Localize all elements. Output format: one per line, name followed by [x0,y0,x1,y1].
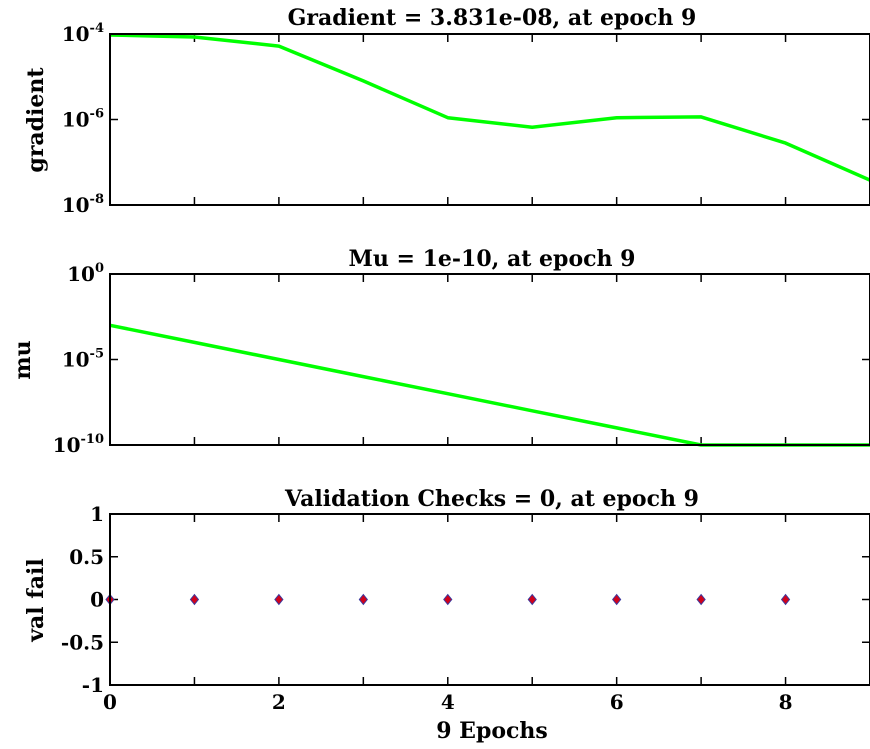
val-ytick-label: 1 [90,502,104,526]
mu-line [109,323,870,447]
mu-ytick-label: 100 [67,261,104,286]
val-y-ticks: 1 0.5 0 -0.5 -1 [61,502,870,697]
val-point [189,593,200,606]
val-xtick-label: 4 [441,690,455,714]
mu-ytick-label: 10-10 [53,432,104,457]
val-ytick-label: -1 [82,673,104,697]
gradient-ytick-label: 10-6 [62,107,104,132]
mu-ytick-label: 10-5 [62,347,104,372]
val-point [780,593,791,606]
mu-series [109,323,870,447]
val-point [612,593,622,606]
gradient-panel: Gradient = 3.831e-08, at epoch 9 gradien… [23,5,870,217]
mu-axes-frame [109,273,870,446]
val-x-ticks: 0 2 4 6 8 [103,690,792,714]
gradient-ytick-label: 10-8 [62,192,104,217]
val-panel: Validation Checks = 0, at epoch 9 val fa… [23,486,870,744]
val-ytick-label: 0 [90,588,104,612]
val-xtick-label: 8 [779,690,793,714]
val-ytick-label: 0.5 [69,545,104,569]
val-point [443,593,453,606]
gradient-axes-frame [109,33,870,206]
val-axes-frame [109,513,870,686]
x-axis-label: 9 Epochs [436,718,548,744]
mu-panel: Mu = 1e-10, at epoch 9 mu 100 10-5 10-10 [10,246,870,457]
gradient-ylabel: gradient [23,67,49,173]
val-xtick-label: 2 [272,690,286,714]
mu-y-ticks: 100 10-5 10-10 [53,261,870,457]
val-ytick-label: -0.5 [61,630,104,654]
val-point [527,593,537,606]
val-point [696,593,706,606]
val-xtick-label: 6 [610,690,624,714]
gradient-y-ticks: 10-4 10-6 10-8 [62,21,870,217]
val-series [105,593,791,606]
gradient-ytick-label: 10-4 [62,21,104,46]
gradient-line [109,33,870,182]
val-ylabel: val fail [23,558,49,643]
gradient-title: Gradient = 3.831e-08, at epoch 9 [288,5,697,31]
mu-title: Mu = 1e-10, at epoch 9 [349,246,636,272]
val-point [358,593,368,606]
mu-ylabel: mu [10,340,36,379]
val-point [274,593,284,606]
val-xtick-label: 0 [103,690,117,714]
gradient-series [109,33,870,182]
val-title: Validation Checks = 0, at epoch 9 [284,486,699,512]
